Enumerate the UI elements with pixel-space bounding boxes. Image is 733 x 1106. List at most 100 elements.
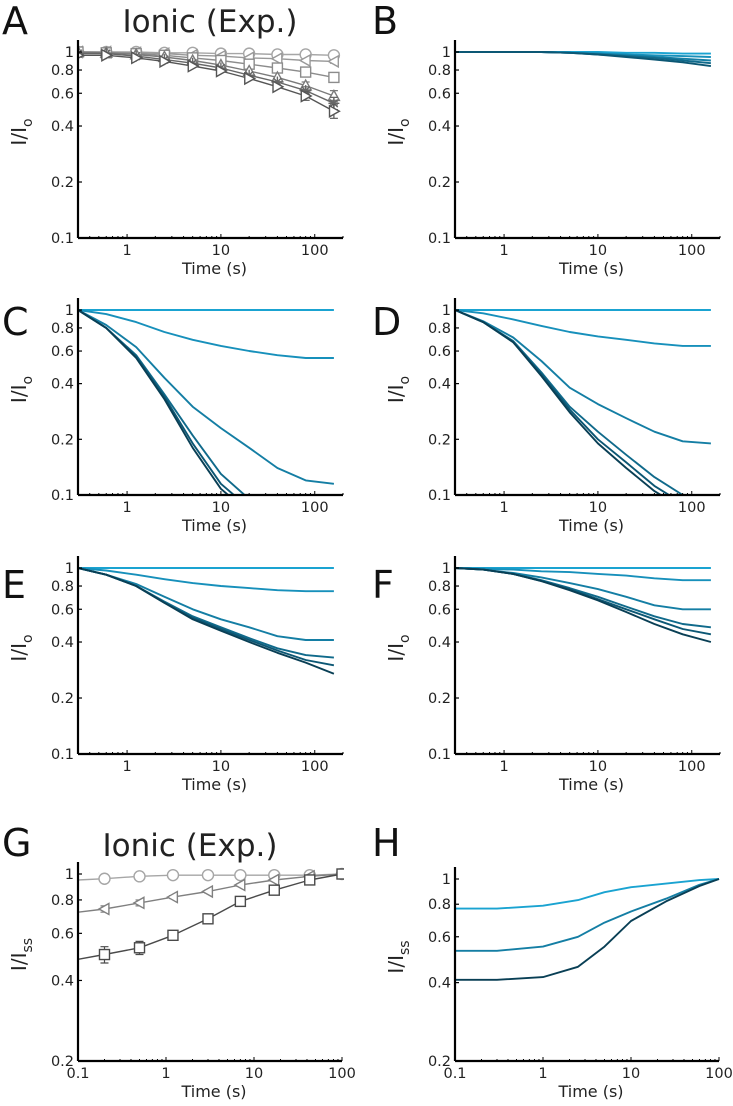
series-line-s4 xyxy=(78,567,334,659)
series-line-s6 xyxy=(78,309,230,495)
y-axis-label-main: I/I xyxy=(7,643,31,662)
x-tick-label: 10 xyxy=(589,243,607,259)
series-line-right-triangle xyxy=(78,54,335,112)
y-tick-label: 1 xyxy=(65,561,74,577)
series-line-s2 xyxy=(78,567,334,593)
y-tick-label: 0.8 xyxy=(51,321,74,337)
marker-triangle-right xyxy=(187,59,200,73)
x-tick-label: 100 xyxy=(705,1066,733,1082)
y-tick-label: 0.2 xyxy=(51,691,74,707)
y-tick-label: 0.2 xyxy=(428,175,451,191)
series-line-s4 xyxy=(455,567,712,629)
y-tick-label: 0.2 xyxy=(428,432,451,448)
y-tick-label: 0.2 xyxy=(51,1054,74,1070)
y-tick-label: 1 xyxy=(65,303,74,319)
series-line-s6 xyxy=(455,309,663,495)
y-tick-label: 0.4 xyxy=(428,635,451,651)
y-tick-label: 1 xyxy=(442,303,451,319)
series-group xyxy=(455,51,712,68)
y-tick-label: 0.6 xyxy=(428,86,451,102)
y-tick-label: 0.4 xyxy=(428,377,451,393)
marker-square xyxy=(336,868,344,880)
panel-a: A Ionic (Exp.) 0.1 0.2 0.4 0.6 0.8 1 1 10 100 Tim… xyxy=(2,0,344,278)
x-axis-label: Time (s) xyxy=(558,516,624,535)
y-tick-label: 0.1 xyxy=(51,747,74,763)
x-tick-label: 1 xyxy=(499,500,508,516)
marker-square xyxy=(299,66,312,78)
series-line-s2 xyxy=(78,309,334,359)
marker-asterisk xyxy=(328,97,340,109)
x-tick-label: 10 xyxy=(589,500,607,516)
marker-triangle-left xyxy=(270,52,283,66)
panel-letter-a: A xyxy=(2,0,28,43)
y-axis-label: I/Io xyxy=(384,118,413,145)
panel-f: F 0.1 0.2 0.4 0.6 0.8 1 1 10 100 Time (s) I/Io xyxy=(372,556,721,794)
x-tick-label: 10 xyxy=(245,1066,263,1082)
x-tick-label: 10 xyxy=(212,759,230,775)
marker-triangle-left xyxy=(267,873,280,887)
series-line-s3 xyxy=(455,309,711,445)
marker-square xyxy=(202,913,214,925)
marker-triangle-right xyxy=(244,71,257,86)
panel-letter-g: G xyxy=(2,821,31,865)
marker-asterisk xyxy=(271,76,283,88)
series-line-s4 xyxy=(455,309,684,495)
series-line-s5 xyxy=(455,567,712,636)
marker-circle xyxy=(234,868,247,882)
series-group xyxy=(78,567,335,675)
panel-letter-b: B xyxy=(372,0,398,43)
panel-letter-e: E xyxy=(2,563,26,607)
y-tick-label: 0.6 xyxy=(51,86,74,102)
panel-letter-f: F xyxy=(372,563,394,607)
panel-e: E 0.1 0.2 0.4 0.6 0.8 1 1 10 100 Time (s) I/Io xyxy=(2,556,344,794)
marker-square xyxy=(234,895,247,908)
x-tick-label: 10 xyxy=(212,500,230,516)
y-tick-label: 0.2 xyxy=(51,175,74,191)
y-tick-label: 0.1 xyxy=(428,747,451,763)
x-tick-label: 10 xyxy=(589,759,607,775)
y-tick-label: 1 xyxy=(442,45,451,61)
y-axis-label-subscript: o xyxy=(20,376,36,385)
y-tick-label: 0.8 xyxy=(428,63,451,79)
y-tick-label: 0.8 xyxy=(428,579,451,595)
y-axis-label-main: I/I xyxy=(384,385,408,404)
panel-c: C 0.1 0.2 0.4 0.6 0.8 1 1 10 100 Time (s) I/Io xyxy=(2,298,344,535)
y-axis-label: I/Iss xyxy=(384,940,413,973)
x-axis-label: Time (s) xyxy=(558,775,624,794)
y-tick-label: 0.4 xyxy=(51,635,74,651)
y-tick-label: 0.4 xyxy=(428,119,451,135)
y-tick-label: 0.6 xyxy=(428,602,451,618)
y-axis-label: I/Iss xyxy=(7,938,36,971)
series-line-asterisk xyxy=(78,52,335,104)
x-axis-label: Time (s) xyxy=(181,775,247,794)
marker-triangle-right xyxy=(300,89,313,103)
y-tick-label: 0.1 xyxy=(51,488,74,504)
y-tick-label: 0.6 xyxy=(51,926,74,942)
series-group xyxy=(455,309,711,495)
marker-square xyxy=(98,948,111,961)
series-line-s6 xyxy=(455,567,712,643)
y-tick-label: 0.2 xyxy=(428,1054,451,1070)
x-tick-label: 1 xyxy=(499,759,508,775)
series-line-left-triangle xyxy=(78,51,334,63)
marker-triangle-right xyxy=(215,64,228,78)
y-tick-label: 0.8 xyxy=(428,321,451,337)
y-axis-label-main: I/I xyxy=(7,953,31,972)
y-tick-label: 0.6 xyxy=(428,344,451,360)
y-axis-label-subscript: o xyxy=(397,376,413,385)
x-tick-label: 100 xyxy=(678,759,706,775)
marker-triangle-right xyxy=(272,80,285,94)
panel-d: D 0.1 0.2 0.4 0.6 0.8 1 1 10 100 Time (s) I/Io xyxy=(372,298,721,535)
y-tick-label: 0.6 xyxy=(51,602,74,618)
marker-triangle-left xyxy=(298,53,311,68)
marker-triangle-right xyxy=(131,51,144,65)
panel-letter-h: H xyxy=(372,821,401,865)
panel-g: G Ionic (Exp.) 0.2 0.4 0.6 0.8 1 0.1 1 10 100 Tim… xyxy=(2,821,356,1101)
series-line-s5 xyxy=(78,309,236,495)
series-line-s3 xyxy=(455,567,711,611)
y-tick-label: 1 xyxy=(65,867,74,883)
x-tick-label: 1 xyxy=(122,243,131,259)
x-tick-label: 100 xyxy=(678,243,706,259)
y-tick-label: 0.8 xyxy=(51,579,74,595)
